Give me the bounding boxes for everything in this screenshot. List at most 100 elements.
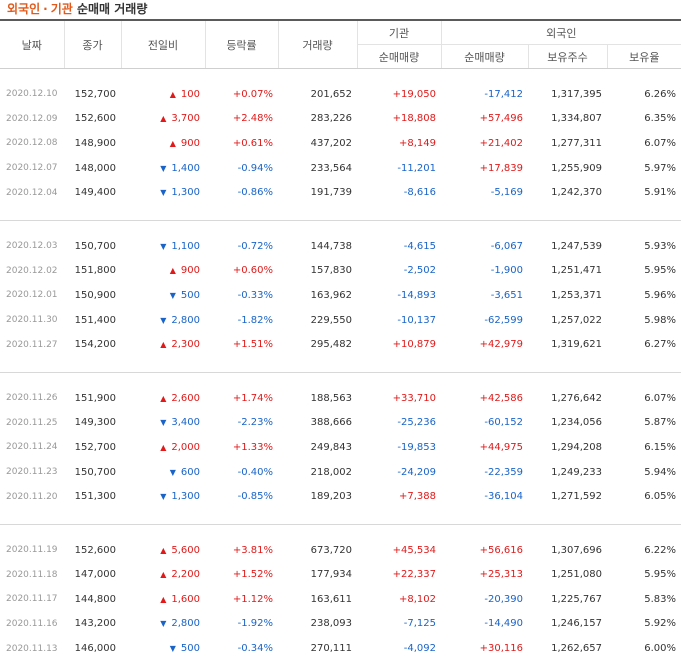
table-row: 2020.12.03 150,700 ▼ 1,100 -0.72% 144,738 -4,6… [0, 234, 681, 259]
cell-foreign-hold: 1,247,539 [551, 240, 602, 252]
change-value: 1,300 [171, 187, 200, 199]
cell-close: 143,200 [74, 618, 116, 630]
table-row: 2020.12.01 150,900 ▼ 500 -0.33% 163,962 -14,89… [0, 283, 681, 308]
cell-foreign-ratio: 5.83% [644, 593, 677, 605]
change-value: 2,300 [171, 339, 200, 351]
cell-date: 2020.11.13 [6, 643, 58, 654]
divider-cell [0, 356, 681, 373]
cell-foreign-hold: 1,294,208 [551, 441, 602, 453]
change-value: 2,600 [171, 392, 200, 404]
cell-foreign-net: -6,067 [490, 240, 523, 252]
cell-foreign-ratio: 6.15% [644, 441, 677, 453]
cell-foreign-net: -20,390 [484, 593, 523, 605]
cell-change: ▼ 2,800 [121, 308, 205, 333]
cell-foreign-net: -22,359 [484, 466, 523, 478]
cell-foreign-net: -62,599 [484, 314, 523, 326]
cell-foreign-hold: 1,257,022 [551, 314, 602, 326]
table-row: 2020.12.02 151,800 ▲ 900 +0.60% 157,830 -2,502… [0, 259, 681, 284]
change-value: 900 [180, 137, 200, 149]
cell-change: ▼ 1,300 [121, 484, 205, 509]
cell-inst-net: +45,534 [392, 544, 436, 556]
cell-close: 147,000 [74, 569, 116, 581]
cell-inst-net: +10,879 [392, 339, 436, 351]
cell-foreign-ratio: 6.27% [644, 339, 677, 351]
cell-foreign-ratio: 6.07% [644, 137, 677, 149]
change-value: 2,200 [171, 569, 200, 581]
spacer-cell [0, 69, 681, 83]
cell-foreign-ratio: 5.93% [644, 240, 677, 252]
table-row: 2020.11.23 150,700 ▼ 600 -0.40% 218,002 -24,20… [0, 460, 681, 485]
cell-close: 152,600 [74, 113, 116, 125]
up-arrow-icon: ▲ [169, 266, 176, 276]
cell-volume: 163,611 [310, 593, 352, 605]
cell-volume: 189,203 [310, 491, 352, 503]
cell-date: 2020.11.24 [6, 442, 58, 453]
cell-foreign-net: -36,104 [484, 491, 523, 503]
cell-foreign-net: +17,839 [479, 162, 523, 174]
change-value: 1,100 [171, 240, 200, 252]
change-value: 500 [180, 643, 200, 655]
table-row: 2020.11.30 151,400 ▼ 2,800 -1.82% 229,550 -10,… [0, 308, 681, 333]
change-value: 5,600 [171, 544, 200, 556]
cell-foreign-ratio: 6.00% [644, 643, 677, 655]
cell-foreign-ratio: 6.05% [644, 491, 677, 503]
group-spacer [0, 69, 681, 83]
cell-foreign-ratio: 6.22% [644, 544, 677, 556]
cell-inst-net: -25,236 [397, 417, 436, 429]
change-value: 900 [180, 265, 200, 277]
cell-rate: +0.60% [232, 265, 273, 277]
group-spacer [0, 372, 681, 386]
cell-volume: 283,226 [310, 113, 352, 125]
cell-foreign-ratio: 5.98% [644, 314, 677, 326]
cell-change: ▲ 2,600 [121, 386, 205, 411]
cell-inst-net: +33,710 [392, 392, 436, 404]
change-value: 600 [180, 466, 200, 478]
col-inst-net: 순매매량 [356, 44, 441, 69]
cell-foreign-hold: 1,262,657 [551, 643, 602, 655]
spacer-cell [0, 220, 681, 234]
cell-change: ▼ 500 [121, 636, 205, 661]
cell-volume: 188,563 [310, 392, 352, 404]
title-institution: 기관 [50, 2, 73, 16]
cell-inst-net: +8,102 [398, 593, 436, 605]
cell-date: 2020.11.25 [6, 417, 58, 428]
cell-inst-net: +18,808 [392, 113, 436, 125]
cell-date: 2020.11.30 [6, 315, 58, 326]
cell-rate: -1.92% [237, 618, 273, 630]
table-row: 2020.11.13 146,000 ▼ 500 -0.34% 270,111 -4,092… [0, 636, 681, 661]
divider-cell [0, 508, 681, 525]
group-divider [0, 508, 681, 525]
cell-change: ▲ 2,000 [121, 435, 205, 460]
cell-date: 2020.11.27 [6, 339, 58, 350]
down-arrow-icon: ▼ [160, 163, 167, 173]
cell-volume: 229,550 [310, 314, 352, 326]
cell-close: 150,900 [74, 289, 116, 301]
cell-inst-net: +8,149 [398, 137, 436, 149]
cell-foreign-net: +57,496 [479, 113, 523, 125]
cell-change: ▲ 1,600 [121, 587, 205, 612]
table-row: 2020.12.04 149,400 ▼ 1,300 -0.86% 191,739 -8,6… [0, 180, 681, 205]
cell-change: ▲ 3,700 [121, 107, 205, 132]
cell-volume: 238,093 [310, 618, 352, 630]
cell-inst-net: +19,050 [392, 88, 436, 100]
cell-foreign-ratio: 5.87% [644, 417, 677, 429]
change-value: 500 [180, 289, 200, 301]
cell-rate: +1.33% [232, 441, 273, 453]
up-arrow-icon: ▲ [160, 340, 167, 350]
cell-rate: -0.86% [237, 187, 273, 199]
change-value: 3,700 [171, 113, 200, 125]
cell-foreign-net: -17,412 [484, 88, 523, 100]
cell-foreign-net: +30,116 [479, 643, 523, 655]
cell-volume: 270,111 [310, 643, 352, 655]
down-arrow-icon: ▼ [169, 644, 176, 654]
cell-rate: -0.34% [237, 643, 273, 655]
cell-close: 144,800 [74, 593, 116, 605]
cell-change: ▲ 900 [121, 131, 205, 156]
group-spacer [0, 220, 681, 234]
cell-foreign-hold: 1,276,642 [551, 392, 602, 404]
up-arrow-icon: ▲ [160, 393, 167, 403]
cell-change: ▲ 2,300 [121, 332, 205, 357]
divider-cell [0, 661, 681, 667]
cell-rate: -1.82% [237, 314, 273, 326]
cell-close: 154,200 [74, 339, 116, 351]
